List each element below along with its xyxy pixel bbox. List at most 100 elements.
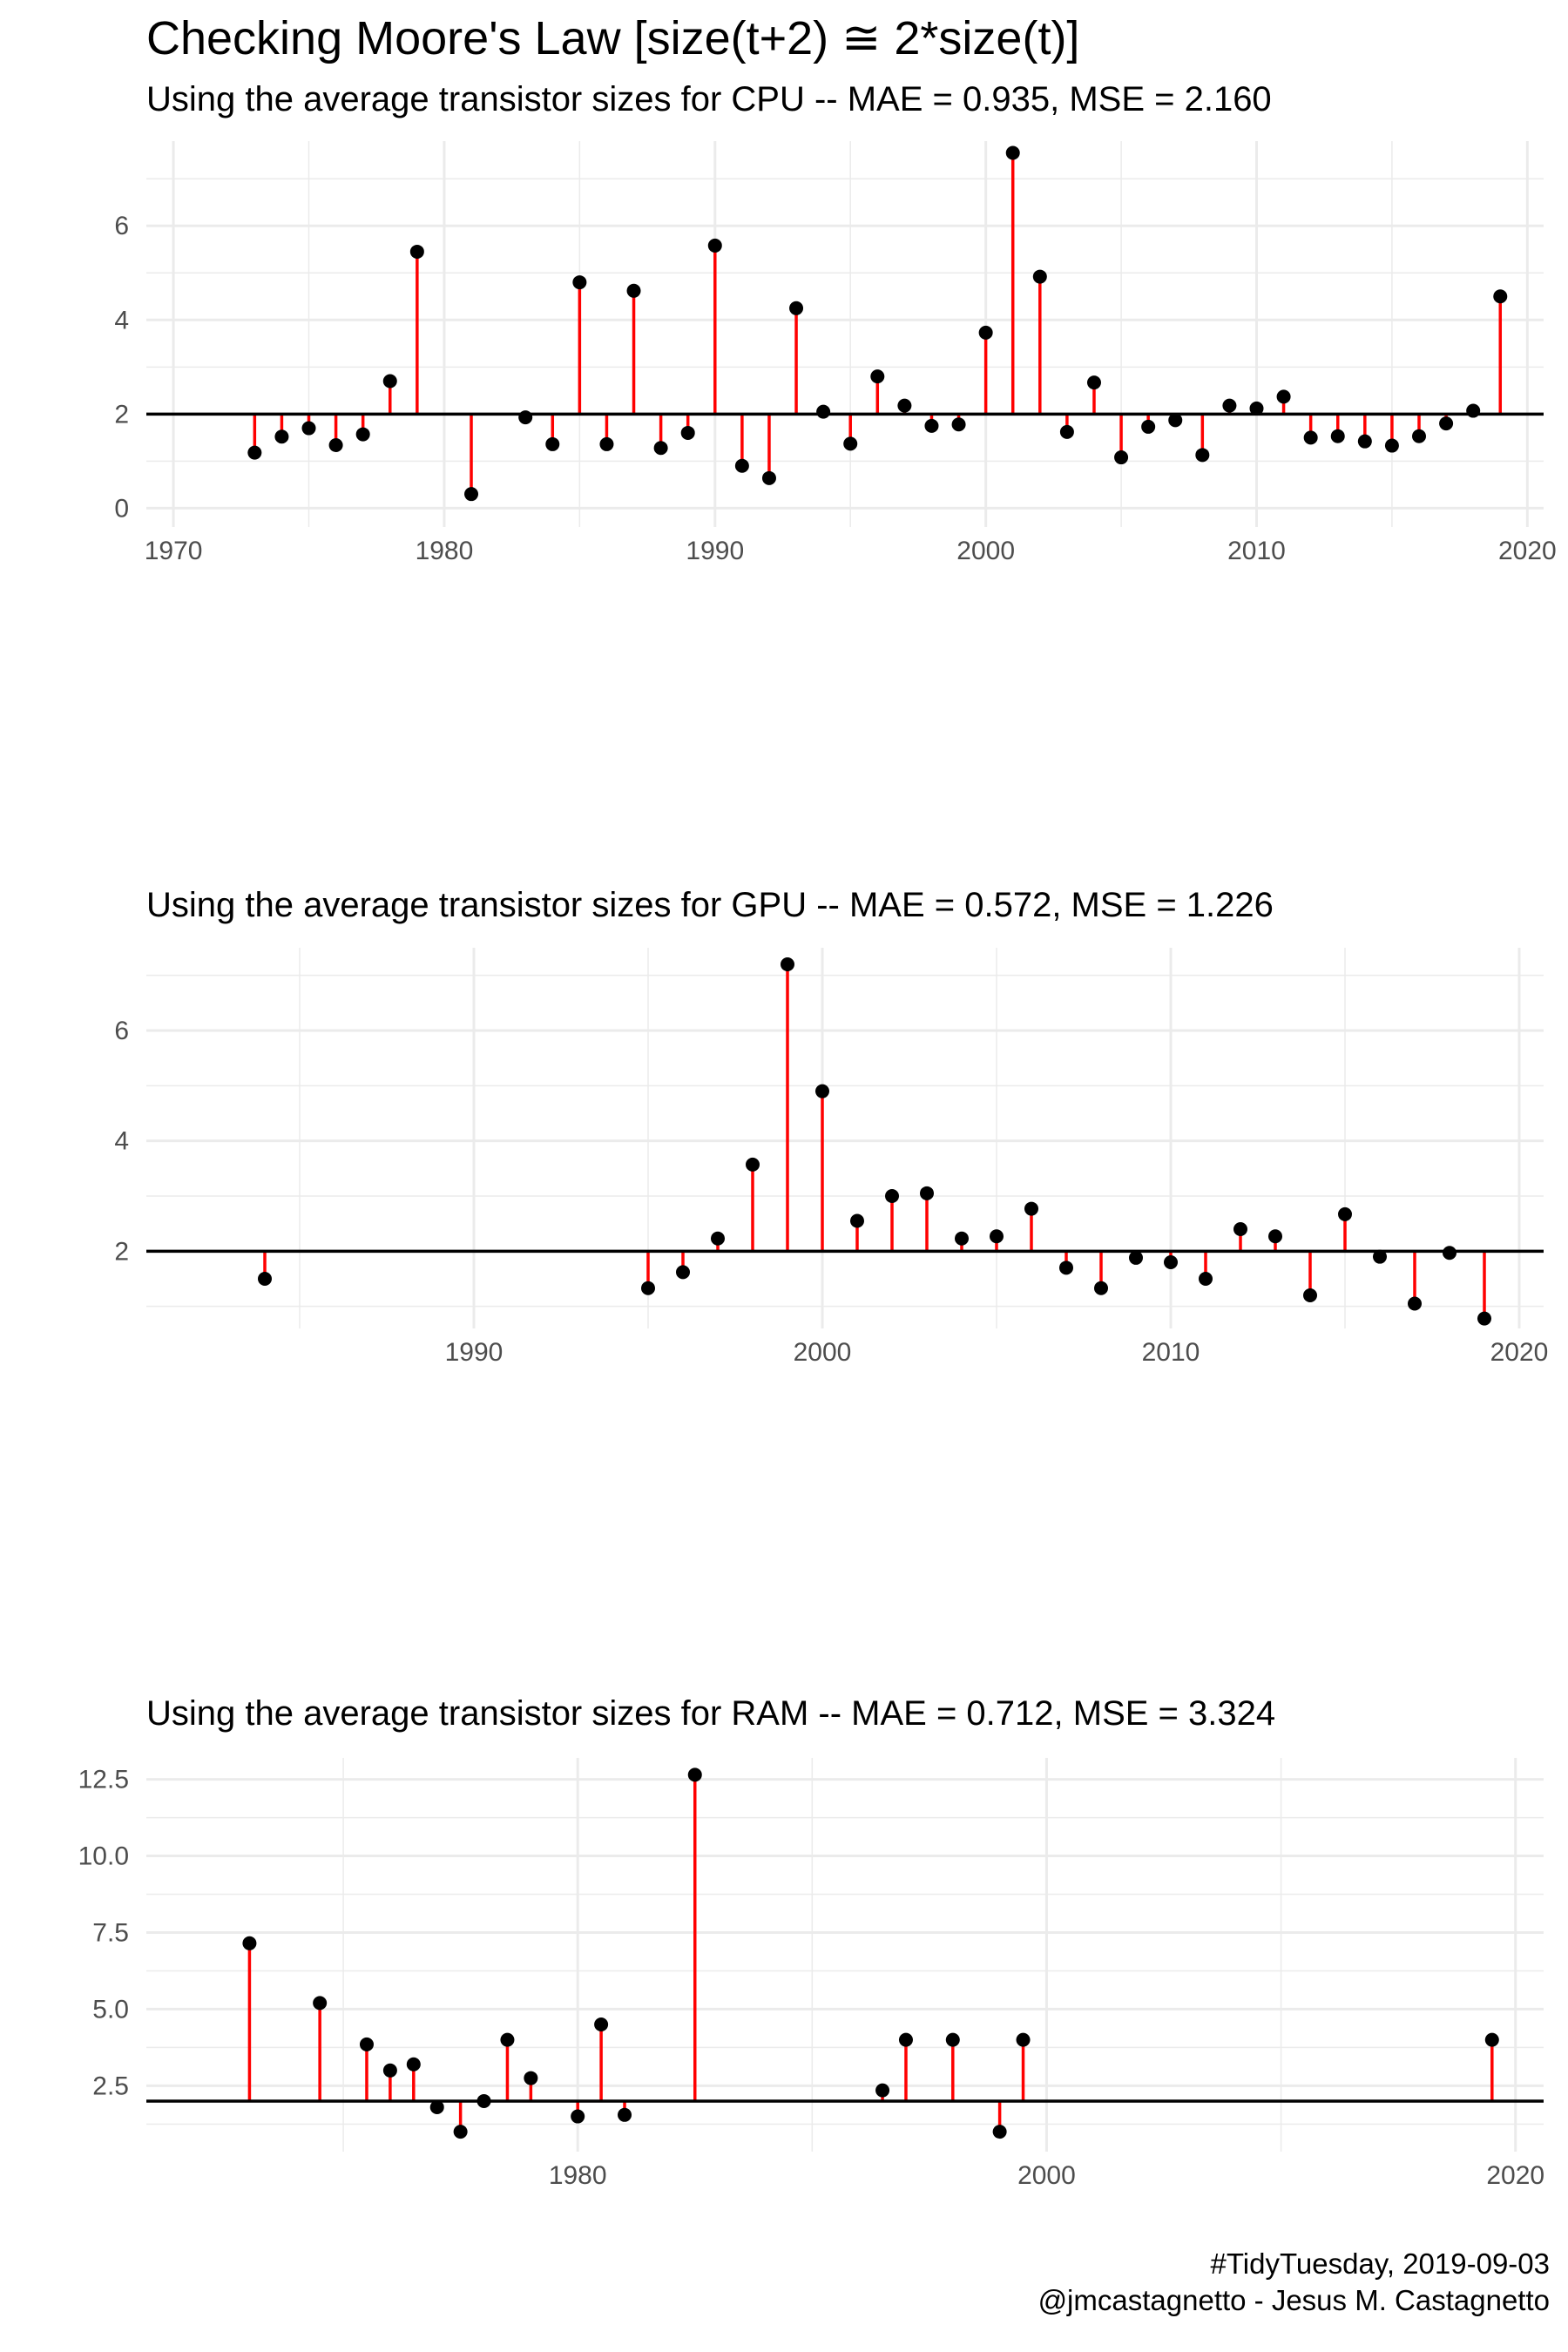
cpu-x-tick-label: 2010	[1227, 537, 1286, 565]
cpu-panel-chart: 1970 1980 1990 2000 2010 2020 0 2 4 6	[114, 141, 1557, 565]
ram-y-tick-label: 12.5	[78, 1766, 129, 1794]
ram-panel-chart: 1980 2000 2020 2.5 5.0 7.5 10.0 12.5	[78, 1758, 1544, 2190]
cpu-y-tick-label: 2	[114, 400, 129, 429]
gpu-y-tick-label: 2	[114, 1237, 129, 1266]
gpu-data-point	[711, 1231, 725, 1246]
gpu-data-point	[1094, 1281, 1108, 1295]
gpu-data-point	[1199, 1272, 1213, 1286]
cpu-x-tick-label: 1990	[686, 537, 744, 565]
ram-data-point	[898, 2032, 913, 2047]
ram-data-point	[1016, 2032, 1031, 2047]
cpu-data-point	[1005, 145, 1020, 160]
gpu-data-point	[1303, 1288, 1317, 1302]
cpu-data-point	[301, 421, 316, 436]
gpu-x-tick-label: 2000	[794, 1338, 852, 1367]
cpu-x-tick-label: 1970	[145, 537, 203, 565]
cpu-panel-subtitle: Using the average transistor sizes for C…	[146, 80, 1272, 118]
ram-x-tick-label: 2020	[1486, 2161, 1544, 2190]
ram-data-point	[242, 1936, 257, 1950]
cpu-data-point	[464, 487, 479, 502]
gpu-y-tick-label: 6	[114, 1017, 129, 1045]
cpu-y-tick-label: 6	[114, 212, 129, 240]
cpu-data-point	[328, 437, 343, 452]
ram-data-point	[382, 2063, 397, 2078]
cpu-data-point	[707, 238, 722, 253]
gpu-panel-chart: 1990 2000 2010 2020 2 4 6	[114, 948, 1548, 1367]
cpu-data-point	[951, 417, 966, 432]
cpu-data-point	[355, 427, 370, 442]
cpu-data-point	[1357, 434, 1372, 449]
ram-data-point	[618, 2107, 632, 2122]
gpu-data-point	[1477, 1311, 1491, 1326]
gpu-data-point	[815, 1084, 829, 1098]
gpu-data-point	[641, 1281, 655, 1295]
ram-y-tick-label: 2.5	[92, 2072, 129, 2100]
cpu-data-point	[572, 275, 587, 290]
ram-data-point	[406, 2057, 421, 2072]
ram-x-tick-label: 2000	[1017, 2161, 1076, 2190]
ram-data-point	[875, 2083, 890, 2098]
cpu-x-tick-label: 2020	[1498, 537, 1557, 565]
cpu-data-point	[924, 418, 939, 433]
gpu-data-point	[920, 1186, 934, 1200]
cpu-data-point	[653, 441, 668, 456]
cpu-data-point	[626, 283, 641, 298]
cpu-minor-grid	[146, 141, 1544, 527]
gpu-data-point	[781, 957, 794, 971]
ram-panel-subtitle: Using the average transistor sizes for R…	[146, 1694, 1276, 1733]
ram-y-tick-label: 10.0	[78, 1842, 129, 1871]
caption-line-1: #TidyTuesday, 2019-09-03	[1210, 2247, 1550, 2280]
ram-minor-grid	[146, 1758, 1544, 2152]
cpu-data-point	[409, 244, 424, 259]
cpu-data-point	[1141, 419, 1156, 434]
gpu-data-point	[1024, 1201, 1038, 1216]
ram-data-point	[687, 1767, 702, 1782]
cpu-data-point	[1384, 438, 1399, 453]
cpu-data-point	[518, 410, 533, 425]
ram-data-point	[524, 2071, 538, 2085]
ram-data-point	[594, 2017, 609, 2032]
gpu-data-point	[1338, 1206, 1352, 1221]
cpu-major-grid	[146, 141, 1544, 527]
gpu-x-tick-label: 1990	[445, 1338, 504, 1367]
ram-data-point	[429, 2099, 444, 2114]
cpu-data-point	[1222, 398, 1237, 413]
chart-title: Checking Moore's Law [size(t+2) ≅ 2*size…	[146, 12, 1080, 64]
cpu-data-point	[816, 404, 831, 419]
gpu-data-point	[885, 1189, 899, 1203]
ram-y-tick-label: 7.5	[92, 1918, 129, 1947]
cpu-y-tick-label: 0	[114, 494, 129, 523]
ram-data-point	[476, 2093, 491, 2108]
ram-data-point	[313, 1996, 328, 2011]
ram-y-tick-label: 5.0	[92, 1995, 129, 2024]
cpu-y-tick-label: 4	[114, 306, 129, 335]
cpu-data-point	[789, 301, 804, 315]
gpu-data-point	[955, 1231, 969, 1246]
cpu-data-point	[1114, 450, 1129, 465]
gpu-data-point	[1233, 1222, 1247, 1236]
gpu-data-point	[990, 1229, 1004, 1244]
ram-data-point	[453, 2125, 468, 2139]
gpu-y-tick-label: 4	[114, 1127, 129, 1156]
gpu-data-point	[1059, 1260, 1073, 1275]
gpu-data-point	[1129, 1250, 1143, 1265]
ram-data-point	[1484, 2032, 1499, 2047]
ram-data-point	[359, 2037, 374, 2051]
cpu-data-point	[734, 458, 749, 473]
ram-data-point	[571, 2109, 585, 2124]
cpu-data-point	[1086, 375, 1101, 390]
gpu-data-point	[258, 1272, 272, 1286]
cpu-data-point	[382, 374, 397, 389]
cpu-data-point	[680, 425, 695, 440]
caption-line-2: @jmcastagnetto - Jesus M. Castagnetto	[1037, 2284, 1550, 2316]
ram-data-point	[945, 2032, 960, 2047]
gpu-data-point	[1164, 1255, 1178, 1269]
ram-x-tick-label: 1980	[549, 2161, 607, 2190]
cpu-data-point	[1303, 430, 1318, 445]
cpu-data-point	[545, 436, 560, 451]
gpu-data-point	[1408, 1296, 1422, 1311]
cpu-data-point	[761, 470, 776, 485]
cpu-data-point	[1276, 389, 1291, 404]
cpu-data-point	[1059, 424, 1074, 439]
cpu-data-point	[274, 429, 289, 444]
